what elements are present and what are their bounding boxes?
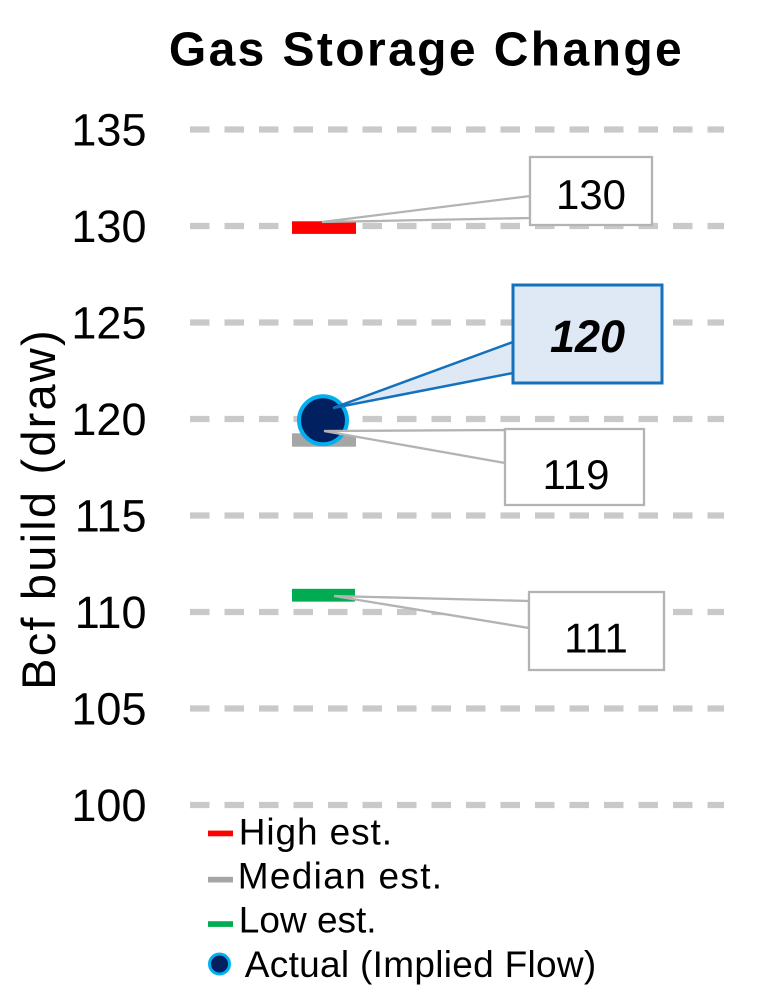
svg-text:105: 105 [71,684,146,735]
svg-text:Gas Storage Change: Gas Storage Change [169,24,684,77]
svg-text:110: 110 [75,587,147,638]
svg-text:135: 135 [71,105,146,156]
svg-text:130: 130 [71,201,146,252]
svg-text:Low est.: Low est. [239,900,377,941]
svg-text:130: 130 [556,171,626,218]
svg-text:100: 100 [71,780,146,831]
svg-text:Median est.: Median est. [238,855,444,896]
svg-text:High est.: High est. [239,812,393,853]
svg-text:119: 119 [543,451,610,498]
svg-text:125: 125 [71,298,146,349]
svg-text:120: 120 [550,311,625,362]
svg-text:Bcf build (draw): Bcf build (draw) [12,328,65,690]
svg-text:120: 120 [71,394,146,445]
svg-text:Actual (Implied Flow): Actual (Implied Flow) [245,944,597,985]
svg-text:111: 111 [564,615,628,662]
svg-text:115: 115 [75,491,147,542]
